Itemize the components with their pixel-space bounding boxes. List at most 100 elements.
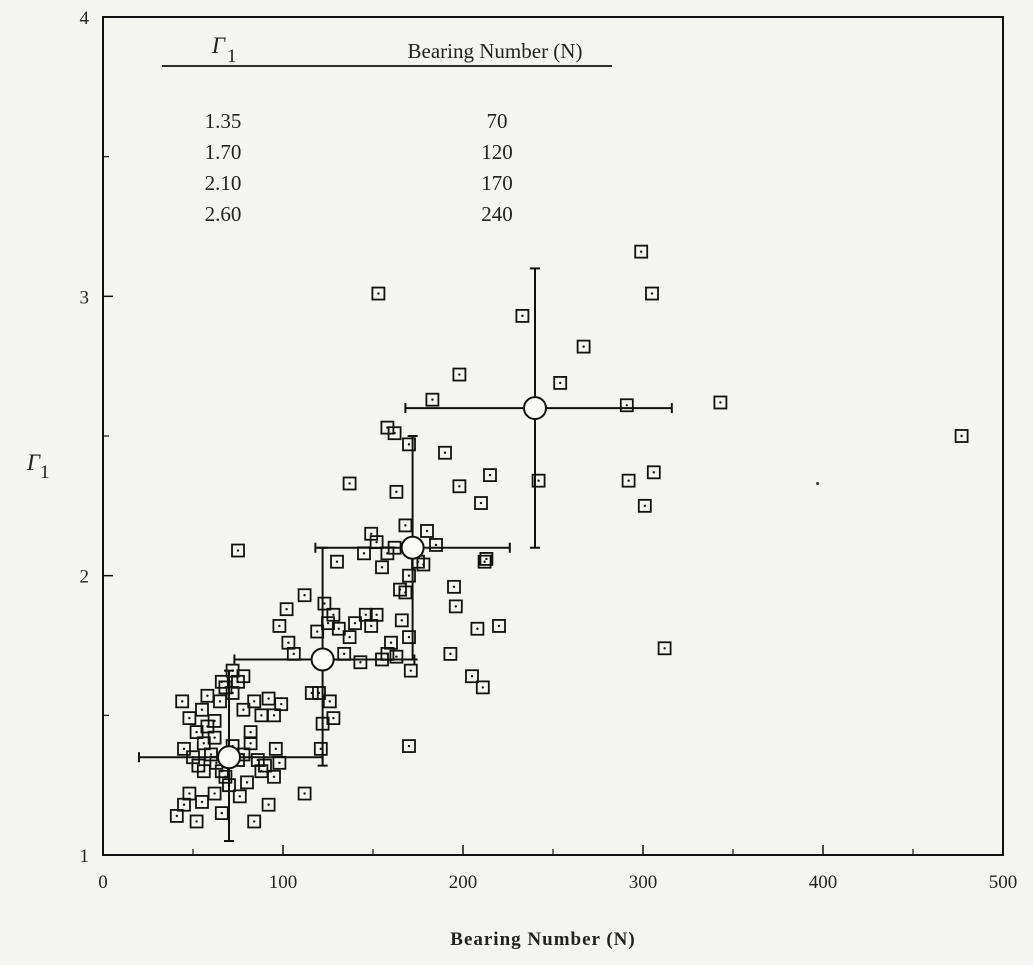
data-point-center xyxy=(292,652,295,656)
data-point-center xyxy=(348,482,351,485)
data-point-center xyxy=(213,736,216,739)
data-point-center xyxy=(253,820,256,823)
data-point-center xyxy=(476,627,479,630)
data-point-center xyxy=(195,820,198,823)
x-tick-label: 0 xyxy=(98,872,108,893)
table-cell-gamma: 2.10 xyxy=(205,171,242,195)
data-point-center xyxy=(182,747,186,751)
y-tick-label: 1 xyxy=(80,846,90,867)
data-point xyxy=(416,557,431,572)
data-point xyxy=(214,674,229,689)
data-point-center xyxy=(458,485,461,488)
data-point xyxy=(425,392,440,407)
data-point-center xyxy=(559,381,562,385)
data-point xyxy=(448,599,463,614)
data-point xyxy=(169,808,184,823)
data-point-center xyxy=(249,730,252,734)
data-point xyxy=(619,398,634,413)
table-header-bearing-number: Bearing Number (N) xyxy=(408,39,583,63)
stray-dot xyxy=(816,481,820,485)
data-point-center xyxy=(452,585,456,589)
data-point xyxy=(429,538,443,552)
data-point-center xyxy=(238,795,241,798)
data-point-center xyxy=(422,563,425,566)
data-point-center xyxy=(377,292,380,295)
data-point xyxy=(218,769,233,784)
table-header-gamma-subscript: 1 xyxy=(227,46,237,67)
data-point-center xyxy=(260,714,263,717)
data-point xyxy=(492,619,506,633)
x-tick-label: 200 xyxy=(449,872,478,893)
data-point-center xyxy=(485,557,488,561)
data-point-center xyxy=(278,624,281,628)
data-point-center xyxy=(328,700,331,703)
data-point xyxy=(402,739,416,753)
data-point-center xyxy=(332,716,335,720)
data-point-center xyxy=(280,702,283,706)
data-point-center xyxy=(627,479,630,482)
data-point xyxy=(247,814,262,829)
data-point-center xyxy=(175,814,178,818)
data-point-center xyxy=(640,250,643,253)
data-point-center xyxy=(362,552,366,555)
data-point-center xyxy=(267,697,270,700)
mean-marker xyxy=(310,647,335,672)
data-point xyxy=(465,669,479,684)
data-point xyxy=(182,711,197,726)
data-point-center xyxy=(213,719,216,723)
data-point-center xyxy=(236,549,240,552)
table-cell-gamma: 1.70 xyxy=(205,140,242,164)
data-point xyxy=(268,741,283,756)
data-point-center xyxy=(370,624,373,628)
data-point xyxy=(384,635,398,650)
data-point xyxy=(331,621,346,636)
data-point-center xyxy=(364,613,367,616)
data-point xyxy=(398,518,413,533)
data-point xyxy=(322,694,337,709)
data-point-center xyxy=(303,594,306,597)
data-point xyxy=(214,806,229,820)
data-point xyxy=(389,484,404,499)
data-point-center xyxy=(200,708,204,711)
data-point-center xyxy=(719,401,722,404)
data-point-center xyxy=(209,753,213,756)
data-point-center xyxy=(188,716,191,720)
data-point xyxy=(196,764,211,779)
data-point-center xyxy=(375,613,378,616)
data-point xyxy=(207,730,222,745)
data-point xyxy=(531,473,546,488)
data-point-center xyxy=(353,621,357,625)
y-tick-label: 4 xyxy=(80,8,90,29)
data-point-center xyxy=(317,691,321,695)
data-point xyxy=(348,616,362,631)
data-point xyxy=(207,786,222,801)
data-point xyxy=(330,554,344,569)
table-cell-n: 240 xyxy=(481,202,513,226)
data-point-center xyxy=(521,314,524,318)
data-point-center xyxy=(253,700,256,703)
data-point-center xyxy=(323,602,326,605)
data-point xyxy=(634,244,649,259)
data-point-center xyxy=(625,404,628,407)
data-point-center xyxy=(652,471,655,474)
data-point xyxy=(272,619,287,633)
data-point xyxy=(274,697,289,712)
data-point xyxy=(267,708,281,723)
data-point xyxy=(231,543,245,558)
data-point-center xyxy=(202,742,205,745)
data-point-center xyxy=(224,775,227,778)
data-point-center xyxy=(332,613,335,616)
mean-marker xyxy=(523,396,547,421)
data-point-center xyxy=(285,607,288,611)
data-point-center xyxy=(272,775,276,778)
data-point xyxy=(713,395,728,410)
data-point-center xyxy=(242,708,245,711)
data-point xyxy=(243,725,258,739)
data-point-center xyxy=(488,473,492,477)
data-point xyxy=(474,496,488,510)
data-point-center xyxy=(188,792,191,795)
data-point xyxy=(371,286,386,301)
data-point xyxy=(200,688,215,703)
data-point-center xyxy=(278,761,281,765)
